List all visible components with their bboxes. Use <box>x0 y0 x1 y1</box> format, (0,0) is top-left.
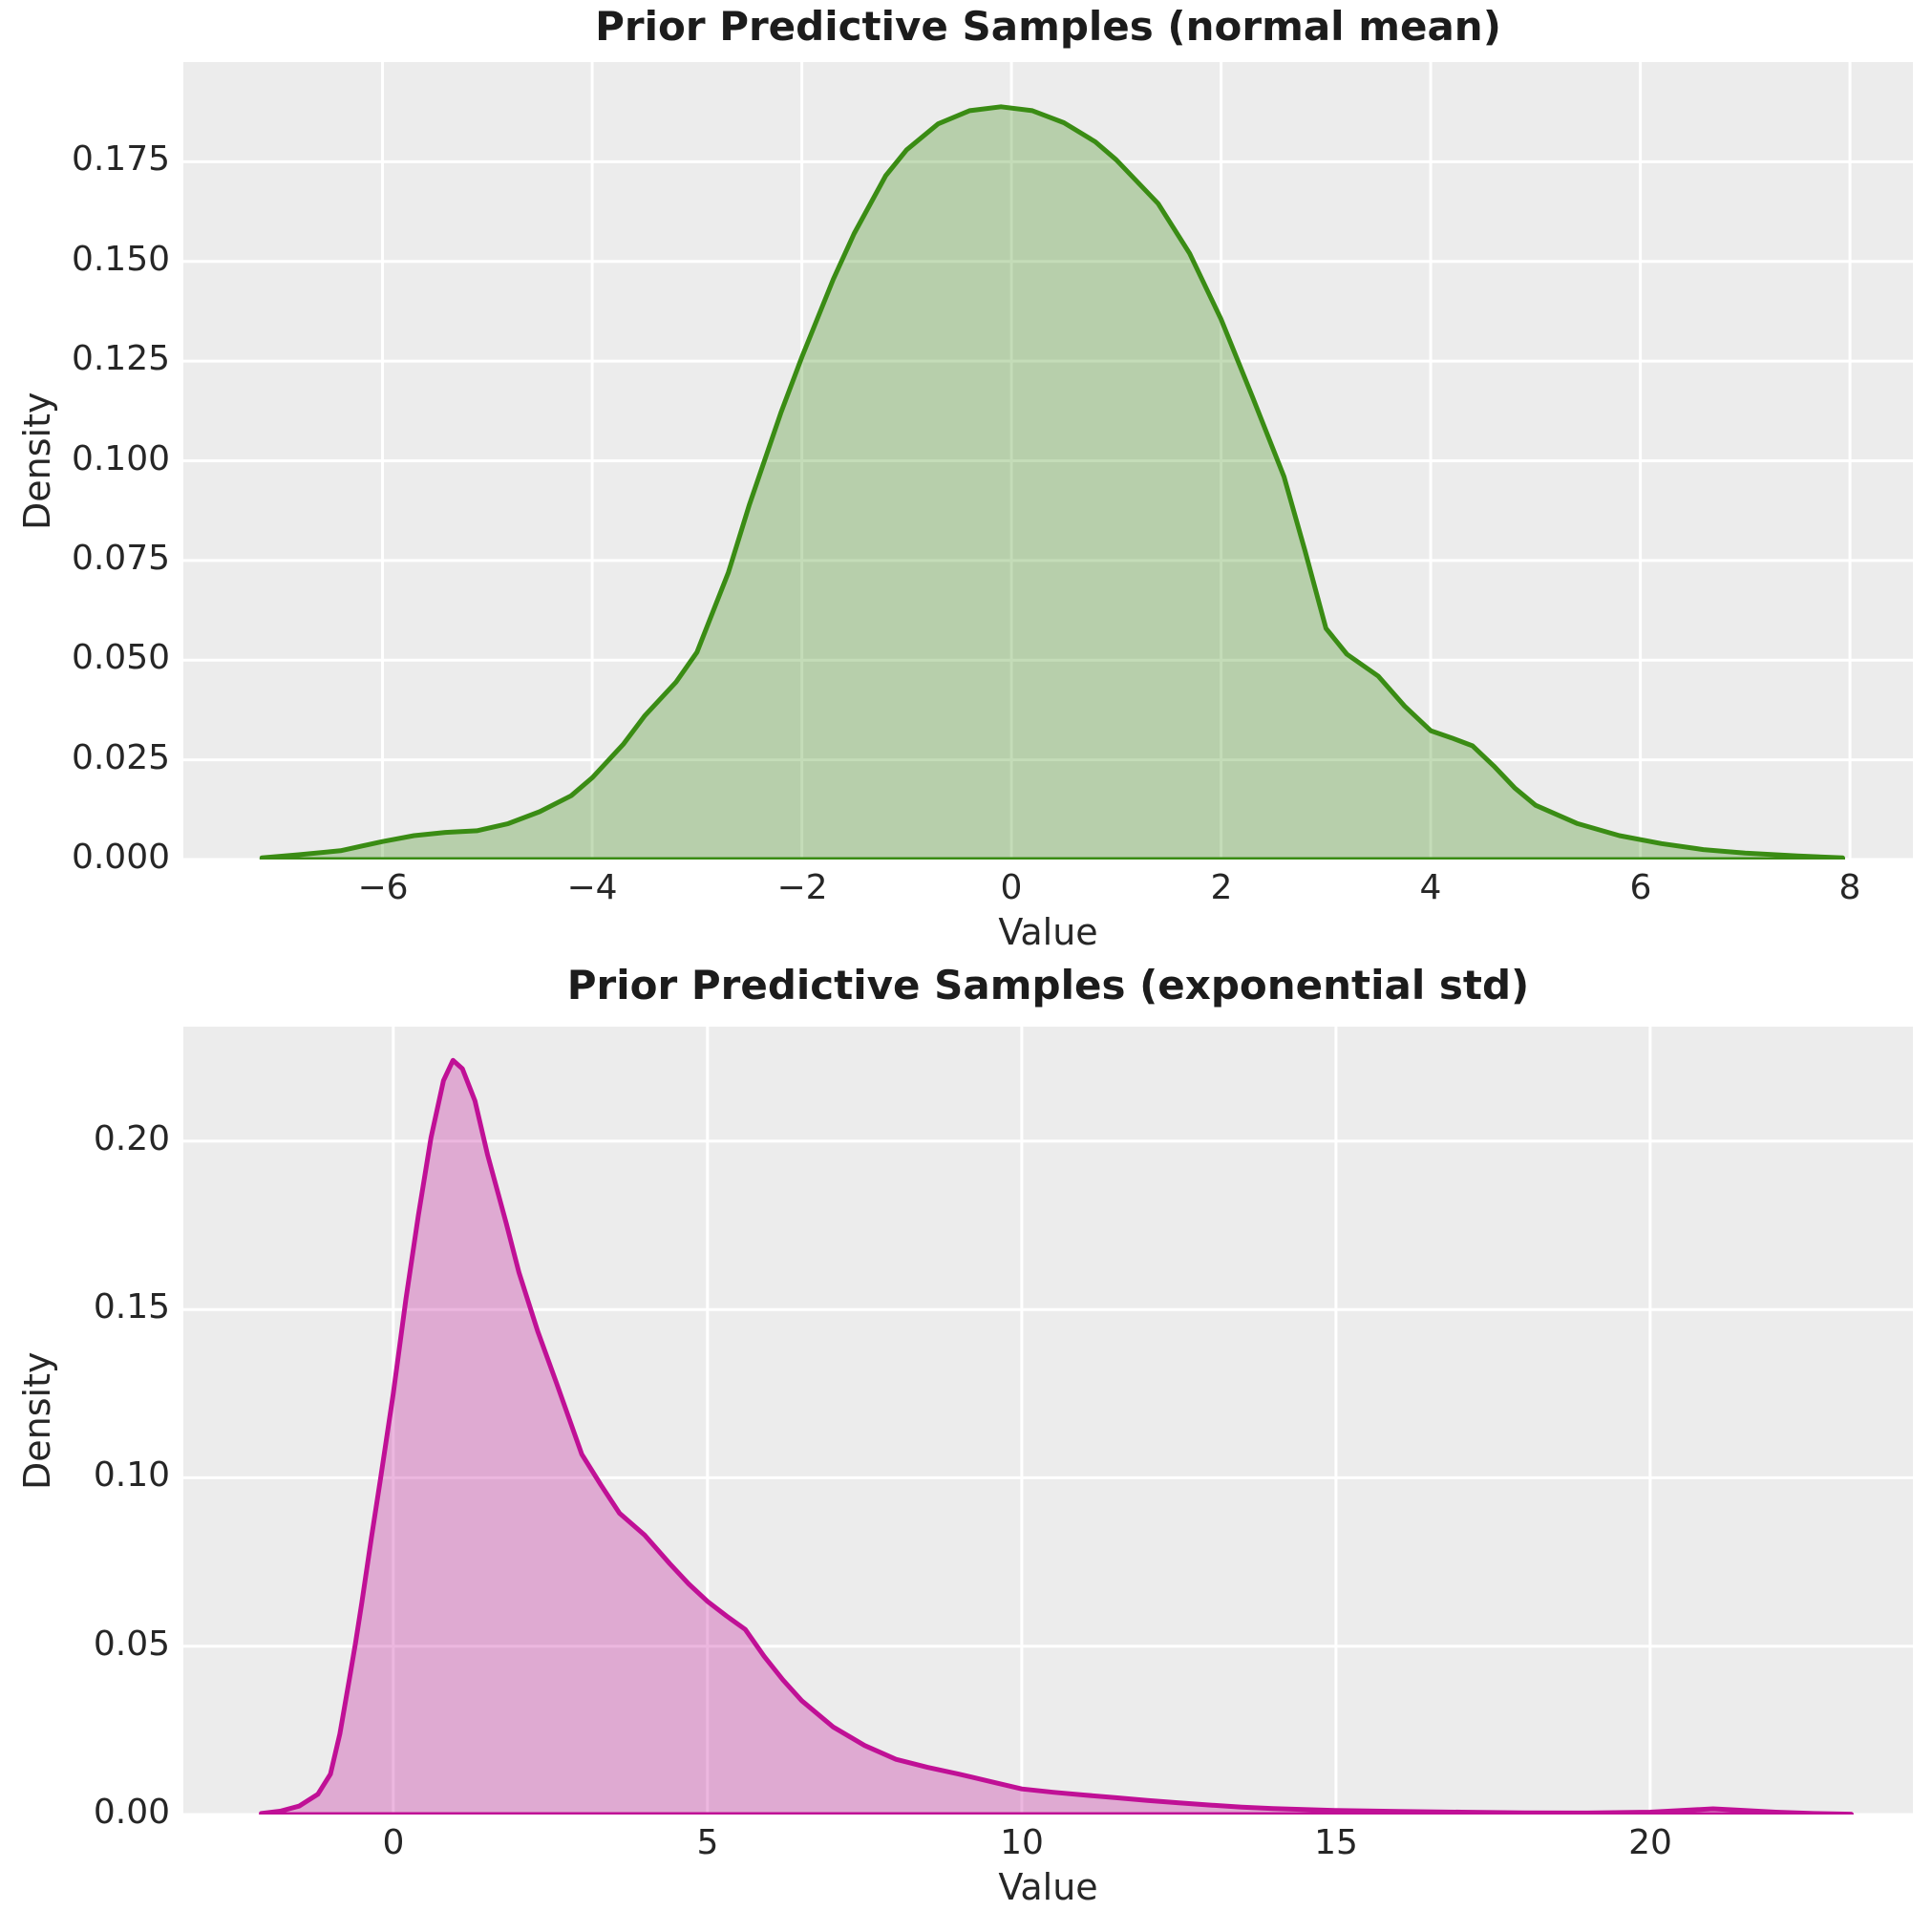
chart1-x-axis-label: Value <box>998 911 1098 953</box>
chart1-y-tick-label: 0.075 <box>71 539 170 578</box>
chart1-x-tick-label: −6 <box>357 868 409 907</box>
chart2-y-tick-label: 0.20 <box>93 1119 170 1158</box>
chart1-x-tick-label: 2 <box>1210 868 1233 907</box>
chart1-x-tick-label: 0 <box>1000 868 1023 907</box>
chart2-x-tick-label: 5 <box>696 1823 719 1862</box>
chart1-y-tick-label: 0.000 <box>71 838 170 877</box>
chart1-title: Prior Predictive Samples (normal mean) <box>595 3 1501 50</box>
chart1-kde-svg <box>183 62 1913 860</box>
chart2-plot-area <box>183 1027 1913 1815</box>
chart2-kde-svg <box>183 1027 1913 1815</box>
kde-area <box>259 1057 1854 1815</box>
chart1-x-tick-label: 8 <box>1838 868 1861 907</box>
chart2-title: Prior Predictive Samples (exponential st… <box>566 962 1530 1008</box>
chart1-y-tick-label: 0.025 <box>71 738 170 777</box>
chart2-x-tick-label: 10 <box>1000 1823 1044 1862</box>
chart1-y-tick-label: 0.100 <box>71 439 170 478</box>
chart2-x-tick-label: 0 <box>382 1823 405 1862</box>
chart2-y-tick-label: 0.10 <box>93 1455 170 1495</box>
chart1-x-tick-label: −4 <box>566 868 618 907</box>
chart1-y-tick-label: 0.050 <box>71 638 170 677</box>
chart1-y-tick-label: 0.150 <box>71 240 170 279</box>
chart1-x-tick-label: 6 <box>1629 868 1652 907</box>
kde-area <box>259 104 1845 860</box>
chart2-y-tick-label: 0.15 <box>93 1287 170 1327</box>
chart2-y-tick-label: 0.05 <box>93 1624 170 1664</box>
chart1-plot-area <box>183 62 1913 860</box>
chart2-x-axis-label: Value <box>998 1866 1098 1908</box>
chart1-x-tick-label: −2 <box>776 868 828 907</box>
chart2-y-tick-label: 0.00 <box>93 1793 170 1832</box>
chart1-y-tick-label: 0.125 <box>71 339 170 378</box>
chart2-x-tick-label: 15 <box>1314 1823 1358 1862</box>
chart1-x-tick-label: 4 <box>1419 868 1442 907</box>
chart1-y-tick-label: 0.175 <box>71 139 170 179</box>
chart2-x-tick-label: 20 <box>1628 1823 1672 1862</box>
